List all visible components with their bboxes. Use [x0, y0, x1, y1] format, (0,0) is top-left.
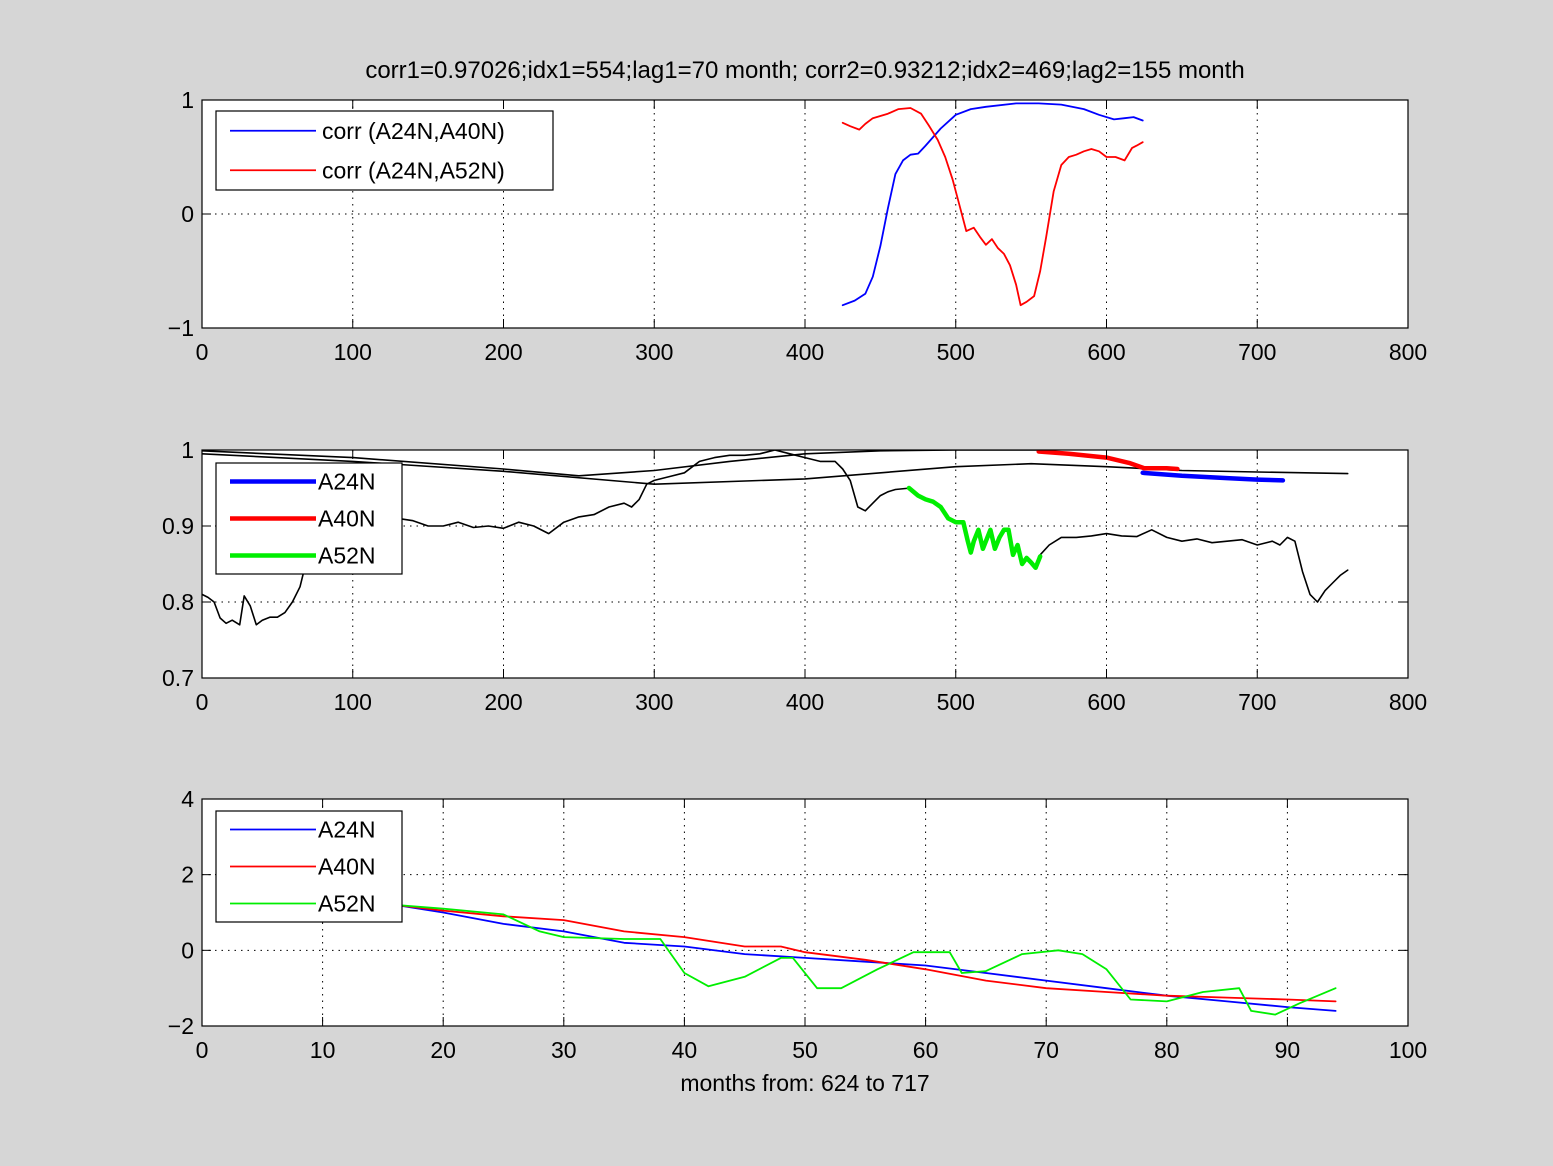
x-tick-label: 200	[484, 339, 522, 365]
x-tick-label: 50	[792, 1037, 818, 1063]
x-tick-label: 700	[1238, 339, 1276, 365]
x-tick-label: 200	[484, 689, 522, 715]
y-tick-label: 2	[181, 862, 194, 888]
x-tick-label: 800	[1389, 339, 1427, 365]
legend: A24N A40N A52N	[215, 462, 403, 575]
x-tick-label: 0	[196, 1037, 209, 1063]
xlabel-panel-3: months from: 624 to 717	[680, 1070, 929, 1096]
series-line-a24n	[1140, 470, 1286, 483]
panel-series-full: 0 100 200 300 400 500 600 700 8000.70.80.91A24NA…	[162, 437, 1427, 715]
x-tick-label: 70	[1033, 1037, 1059, 1063]
x-tick-label: 500	[937, 689, 975, 715]
y-tick-label: 0.8	[162, 589, 194, 615]
series-line-a24n	[394, 904, 1337, 1012]
y-tick-label: 1	[181, 437, 194, 463]
series-line-black-2	[202, 450, 912, 626]
legend-label: A24N	[318, 469, 376, 495]
x-tick-label: 400	[786, 339, 824, 365]
x-tick-label: 100	[1389, 1037, 1427, 1063]
series-group	[841, 102, 1144, 307]
legend-label: A24N	[318, 817, 376, 843]
x-tick-label: 0	[196, 339, 209, 365]
x-tick-label: 300	[635, 689, 673, 715]
x-tick-label: 500	[937, 339, 975, 365]
x-tick-label: 100	[334, 339, 372, 365]
series-group	[394, 904, 1337, 1016]
x-tick-label: 0	[196, 689, 209, 715]
legend: A24N A40N A52N	[215, 810, 403, 923]
x-tick-label: 20	[430, 1037, 456, 1063]
x-tick-label: 600	[1087, 689, 1125, 715]
legend-label: A40N	[318, 506, 376, 532]
y-tick-label: −2	[168, 1013, 194, 1039]
series-line-a40n	[394, 904, 1337, 1003]
x-tick-label: 600	[1087, 339, 1125, 365]
y-tick-label: 4	[181, 786, 194, 812]
y-tick-label: 0.9	[162, 513, 194, 539]
series-line-black-3	[1037, 528, 1349, 603]
series-line-a40n	[1036, 450, 1180, 472]
series-line-a52n	[394, 904, 1337, 1016]
series-line-black-1	[202, 452, 1349, 486]
x-tick-label: 60	[913, 1037, 939, 1063]
legend-label: corr (A24N,A52N)	[322, 157, 505, 183]
legend-label: A40N	[318, 854, 376, 880]
legend-label: corr (A24N,A40N)	[322, 118, 505, 144]
y-tick-label: 0.7	[162, 665, 194, 691]
y-tick-label: 1	[181, 87, 194, 113]
x-tick-label: 700	[1238, 689, 1276, 715]
series-line-a52n	[906, 485, 1043, 571]
legend-label: A52N	[318, 891, 376, 917]
x-tick-label: 40	[672, 1037, 698, 1063]
figure-title: corr1=0.97026;idx1=554;lag1=70 month; co…	[365, 57, 1244, 84]
x-tick-label: 10	[310, 1037, 336, 1063]
x-tick-label: 80	[1154, 1037, 1180, 1063]
x-tick-label: 400	[786, 689, 824, 715]
x-tick-label: 800	[1389, 689, 1427, 715]
x-tick-label: 300	[635, 339, 673, 365]
x-tick-label: 100	[334, 689, 372, 715]
legend-box	[215, 110, 554, 191]
x-tick-label: 30	[551, 1037, 577, 1063]
legend: corr (A24N,A40N) corr (A24N,A52N)	[215, 110, 554, 191]
y-tick-label: −1	[168, 315, 194, 341]
series-line-corr-a24n-a52n-	[841, 107, 1144, 307]
y-tick-label: 0	[181, 937, 194, 963]
x-tick-label: 90	[1275, 1037, 1301, 1063]
series-line-corr-a24n-a40n-	[841, 102, 1144, 307]
legend-label: A52N	[318, 543, 376, 569]
y-tick-label: 0	[181, 201, 194, 227]
